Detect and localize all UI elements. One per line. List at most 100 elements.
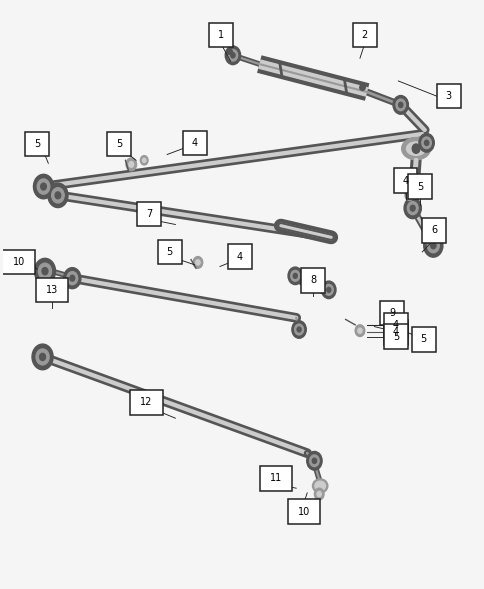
Circle shape: [140, 155, 148, 165]
Circle shape: [40, 353, 45, 360]
Circle shape: [293, 273, 297, 278]
Circle shape: [32, 344, 53, 370]
Bar: [436, 84, 460, 108]
Text: 10: 10: [13, 257, 25, 267]
Circle shape: [430, 242, 435, 249]
Ellipse shape: [314, 481, 325, 491]
Text: 11: 11: [270, 474, 282, 484]
Bar: [383, 325, 407, 349]
Circle shape: [306, 451, 321, 470]
Circle shape: [227, 49, 237, 61]
Circle shape: [67, 272, 77, 284]
Text: 2: 2: [361, 30, 367, 40]
Circle shape: [424, 140, 428, 145]
Circle shape: [126, 158, 136, 171]
Circle shape: [142, 158, 146, 163]
Bar: [36, 277, 68, 302]
Circle shape: [33, 174, 54, 199]
Bar: [422, 218, 445, 243]
Circle shape: [421, 137, 430, 148]
Bar: [407, 174, 431, 199]
Circle shape: [287, 267, 302, 284]
Circle shape: [314, 488, 323, 500]
Circle shape: [312, 458, 316, 464]
Circle shape: [309, 455, 318, 466]
Bar: [227, 244, 252, 269]
Bar: [287, 499, 319, 524]
Bar: [137, 201, 161, 226]
Circle shape: [196, 260, 200, 265]
Circle shape: [193, 257, 202, 268]
Circle shape: [63, 267, 81, 289]
Circle shape: [404, 190, 413, 201]
Circle shape: [129, 161, 134, 167]
Circle shape: [294, 324, 303, 335]
Circle shape: [418, 134, 433, 152]
Circle shape: [357, 328, 362, 333]
Circle shape: [354, 325, 364, 336]
Bar: [383, 320, 407, 345]
Bar: [352, 22, 376, 47]
Text: 7: 7: [146, 209, 152, 219]
Bar: [130, 390, 163, 415]
Circle shape: [290, 270, 299, 282]
Text: 5: 5: [166, 247, 172, 257]
Circle shape: [411, 144, 419, 153]
Ellipse shape: [401, 138, 430, 160]
Bar: [383, 313, 407, 337]
Circle shape: [48, 183, 68, 207]
Bar: [301, 268, 325, 293]
Text: 10: 10: [297, 507, 309, 517]
Bar: [379, 301, 403, 326]
Circle shape: [326, 287, 330, 292]
Circle shape: [398, 102, 402, 108]
Circle shape: [403, 198, 421, 219]
Bar: [393, 168, 417, 193]
Bar: [259, 466, 292, 491]
Text: 6: 6: [430, 226, 437, 236]
Text: 12: 12: [140, 398, 152, 408]
Circle shape: [52, 188, 64, 203]
Circle shape: [296, 327, 301, 332]
Circle shape: [392, 95, 408, 114]
Text: 1: 1: [217, 30, 224, 40]
Circle shape: [395, 99, 405, 111]
Text: 3: 3: [445, 91, 451, 101]
Text: 5: 5: [392, 332, 398, 342]
Circle shape: [321, 281, 335, 299]
Text: 8: 8: [310, 276, 316, 286]
Circle shape: [37, 277, 45, 288]
Bar: [25, 132, 49, 156]
Circle shape: [407, 193, 410, 198]
Circle shape: [34, 259, 55, 284]
Circle shape: [41, 183, 46, 190]
Text: 5: 5: [116, 139, 122, 149]
Ellipse shape: [406, 142, 425, 155]
Circle shape: [36, 349, 49, 365]
Circle shape: [225, 46, 240, 65]
Text: 5: 5: [416, 181, 422, 191]
Text: 5: 5: [420, 335, 426, 345]
Bar: [107, 132, 131, 156]
Circle shape: [42, 267, 48, 274]
Text: 13: 13: [46, 285, 58, 295]
Ellipse shape: [312, 479, 327, 493]
Circle shape: [324, 284, 333, 295]
Text: 4: 4: [392, 320, 398, 330]
Circle shape: [291, 321, 305, 338]
Circle shape: [70, 275, 75, 281]
Text: 4: 4: [402, 176, 408, 186]
Circle shape: [37, 179, 50, 194]
Bar: [209, 22, 232, 47]
Circle shape: [317, 491, 321, 497]
Circle shape: [55, 192, 60, 198]
Circle shape: [409, 205, 414, 211]
Bar: [411, 327, 435, 352]
Circle shape: [38, 263, 51, 279]
Text: 5: 5: [34, 139, 40, 149]
Bar: [157, 240, 181, 264]
Circle shape: [423, 234, 442, 257]
Circle shape: [426, 239, 439, 253]
Text: 9: 9: [388, 308, 394, 318]
Circle shape: [407, 201, 417, 214]
